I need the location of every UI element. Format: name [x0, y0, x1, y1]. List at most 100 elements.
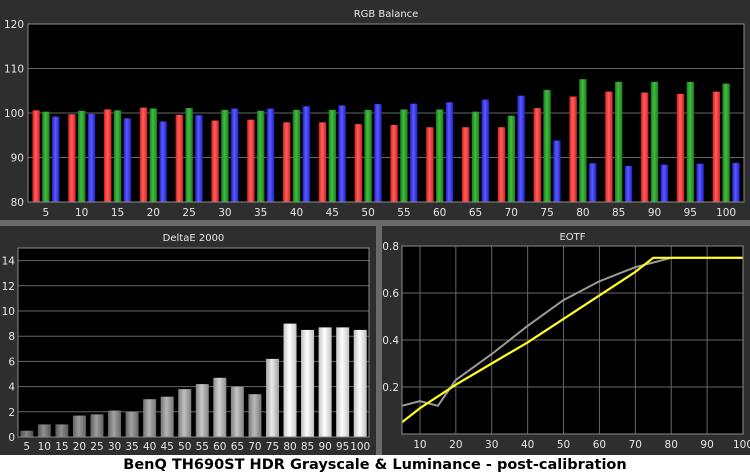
bar-green: [149, 108, 157, 202]
deltae-bar: [160, 396, 174, 437]
x-tick-label: 75: [540, 207, 553, 219]
deltae-bar: [265, 358, 279, 437]
bar-blue: [589, 163, 597, 202]
plot-area: [18, 248, 369, 437]
bar-blue: [195, 115, 203, 202]
x-tick-label: 95: [684, 207, 697, 219]
x-tick-label: 95: [336, 441, 349, 453]
y-tick-label: 0.8: [382, 241, 399, 253]
y-tick-label: 0.6: [382, 288, 399, 300]
bar-green: [615, 81, 623, 202]
deltae-bar: [230, 386, 244, 437]
rgb-balance-panel: RGB Balance 80 90 100 110 120 5 10 15 20 25 30 35 40 4…: [0, 0, 750, 220]
deltae-bar: [108, 410, 122, 437]
chart-title: DeltaE 2000: [163, 233, 225, 244]
bar-red: [211, 120, 219, 202]
bar-green: [221, 109, 229, 202]
bar-blue: [660, 164, 668, 202]
plot-border: [27, 23, 745, 203]
x-tick-label: 45: [160, 441, 173, 453]
deltae-bar: [353, 329, 367, 437]
rgb-balance-chart: RGB Balance 80 90 100 110 120 5 10 15 20 25 30 35 40 4…: [4, 9, 745, 219]
bar-red: [676, 93, 685, 202]
bar-red: [104, 109, 112, 202]
x-tick-label: 65: [231, 441, 244, 453]
bar-green: [543, 89, 551, 202]
deltae-bar: [195, 384, 209, 437]
chart-title: RGB Balance: [354, 9, 419, 20]
bar-red: [569, 96, 577, 202]
x-tick-label: 55: [397, 207, 410, 219]
x-tick-label: 60: [433, 207, 446, 219]
x-tick-label: 10: [413, 439, 426, 451]
deltae-bar: [283, 323, 297, 437]
x-tick-label: 80: [665, 439, 678, 451]
bar-red: [139, 107, 148, 202]
x-tick-label: 20: [147, 207, 160, 219]
y-tick-label: 0.4: [382, 335, 399, 347]
y-tick-label: 0: [8, 432, 15, 444]
bar-blue: [302, 106, 310, 202]
bar-blue: [445, 102, 454, 202]
x-tick-label: 90: [700, 439, 713, 451]
x-tick-label: 5: [23, 441, 30, 453]
deltae-bar: [125, 411, 139, 437]
deltae-bar: [336, 327, 350, 437]
bar-blue: [624, 165, 633, 202]
y-tick-label: 4: [8, 382, 15, 394]
y-tick-label: 14: [2, 256, 16, 268]
deltae-bar: [20, 430, 34, 437]
bar-red: [641, 92, 649, 202]
bar-green: [185, 108, 193, 202]
bar-blue: [517, 95, 525, 202]
deltae-bar: [72, 415, 86, 437]
x-tick-label: 45: [326, 207, 339, 219]
x-tick-label: 10: [38, 441, 51, 453]
bar-green: [257, 110, 265, 202]
bar-green: [579, 79, 587, 202]
deltae-chart: DeltaE 2000 0 2 4 6 8 10 12 14 5 10 15 20 25 30 35 40 45 5…: [2, 233, 371, 453]
bar-blue: [123, 118, 131, 202]
x-tick-label: 40: [290, 207, 303, 219]
bar-green: [113, 110, 122, 202]
bar-blue: [696, 163, 704, 202]
x-tick-label: 65: [469, 207, 482, 219]
x-tick-label: 55: [196, 441, 209, 453]
bar-green: [650, 81, 659, 202]
x-tick-label: 60: [213, 441, 226, 453]
x-tick-label: 30: [108, 441, 121, 453]
eotf-panel: EOTF 0.2 0.4 0.6 0.8 10 20 30 40 50 60 70 80 90 100: [382, 226, 750, 455]
bar-red: [426, 127, 434, 202]
x-tick-label: 80: [576, 207, 589, 219]
bar-red: [605, 91, 613, 202]
x-tick-label: 10: [75, 207, 88, 219]
y-tick-label: 90: [11, 153, 24, 165]
deltae-bar: [37, 424, 51, 437]
x-tick-label: 70: [629, 439, 642, 451]
y-tick-label: 12: [2, 281, 15, 293]
bar-red: [32, 110, 40, 202]
x-tick-label: 30: [485, 439, 498, 451]
bar-blue: [52, 116, 60, 202]
x-tick-label: 90: [648, 207, 661, 219]
bar-red: [354, 124, 362, 202]
bar-blue: [553, 140, 561, 202]
bar-green: [471, 111, 480, 202]
x-tick-label: 20: [449, 439, 462, 451]
x-tick-label: 50: [178, 441, 191, 453]
y-tick-label: 8: [8, 331, 15, 343]
bar-red: [712, 91, 720, 202]
x-tick-label: 35: [125, 441, 138, 453]
bar-red: [390, 125, 398, 202]
bar-red: [68, 114, 76, 202]
x-tick-label: 15: [111, 207, 124, 219]
chart-title: EOTF: [559, 232, 585, 243]
bar-red: [533, 108, 541, 202]
bar-blue: [87, 113, 96, 202]
y-tick-label: 120: [4, 19, 24, 31]
bar-green: [364, 109, 372, 202]
deltae-bar: [301, 329, 315, 437]
deltae-panel: DeltaE 2000 0 2 4 6 8 10 12 14 5 10 15 20 25 30 35 40 45 5…: [0, 226, 376, 455]
bar-blue: [481, 99, 489, 202]
